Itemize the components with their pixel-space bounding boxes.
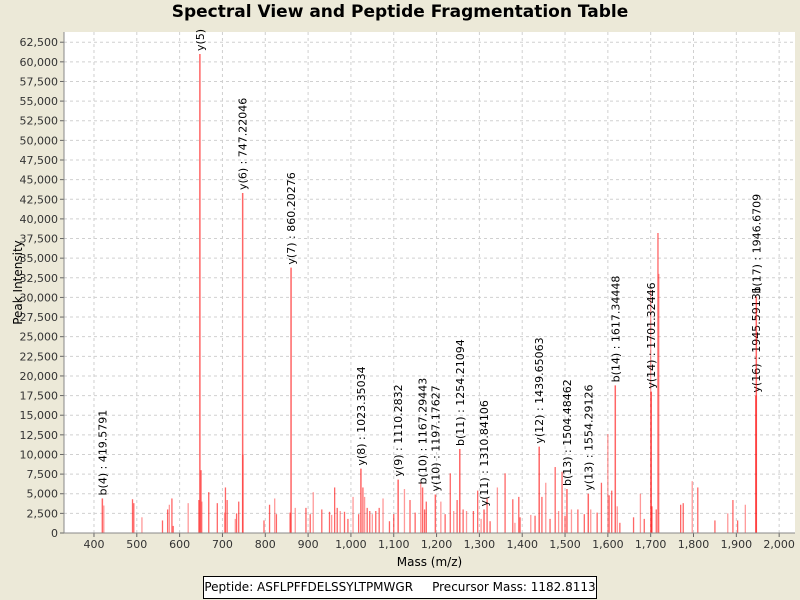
y-tick-label: 42,500 bbox=[20, 193, 59, 206]
y-tick-label: 5,000 bbox=[27, 488, 59, 501]
x-tick-label: 1,400 bbox=[506, 538, 538, 551]
peak-annotation: y(14) : 1701.32446 bbox=[645, 282, 658, 388]
peak-annotation: b(14) : 1617.34448 bbox=[609, 276, 622, 383]
peak-annotation: y(6) : 747.22046 bbox=[237, 98, 250, 190]
precursor-mass-label: Precursor Mass: 1182.8113 bbox=[432, 580, 596, 594]
y-tick-label: 12,500 bbox=[20, 429, 59, 442]
y-tick-label: 27,500 bbox=[20, 311, 59, 324]
peak-annotation: y(12) : 1439.65063 bbox=[533, 337, 546, 443]
y-tick-label: 2,500 bbox=[27, 507, 59, 520]
y-tick-label: 32,500 bbox=[20, 272, 59, 285]
x-tick-label: 500 bbox=[126, 538, 147, 551]
y-tick-label: 40,000 bbox=[20, 213, 59, 226]
y-tick-label: 37,500 bbox=[20, 233, 59, 246]
x-axis-label: Mass (m/z) bbox=[397, 555, 462, 569]
peak-annotation: b(11) : 1254.21094 bbox=[454, 339, 467, 446]
chart-title: Spectral View and Peptide Fragmentation … bbox=[171, 2, 629, 22]
peak-annotation: y(9) : 1110.2832 bbox=[392, 384, 405, 476]
y-tick-label: 17,500 bbox=[20, 390, 59, 403]
x-tick-label: 400 bbox=[83, 538, 104, 551]
y-axis-label: Peak Intensity bbox=[11, 240, 25, 325]
y-tick-label: 57,500 bbox=[20, 75, 59, 88]
x-tick-label: 1,900 bbox=[721, 538, 753, 551]
y-tick-label: 55,000 bbox=[20, 95, 59, 108]
x-tick-label: 2,000 bbox=[763, 538, 795, 551]
peak-annotation: y(13) : 1554.29126 bbox=[582, 384, 595, 490]
y-tick-label: 25,000 bbox=[20, 331, 59, 344]
x-tick-label: 1,700 bbox=[635, 538, 667, 551]
x-tick-label: 1,000 bbox=[335, 538, 367, 551]
x-tick-label: 700 bbox=[212, 538, 233, 551]
peak-annotation: y(7) : 860.20276 bbox=[285, 172, 298, 264]
y-tick-label: 50,000 bbox=[20, 134, 59, 147]
peak-annotation: y(5) bbox=[194, 29, 207, 51]
y-tick-label: 22,500 bbox=[20, 350, 59, 363]
y-tick-label: 62,500 bbox=[20, 36, 59, 49]
y-tick-label: 35,000 bbox=[20, 252, 59, 265]
x-tick-label: 1,800 bbox=[678, 538, 710, 551]
plot-area bbox=[64, 32, 795, 533]
y-tick-label: 20,000 bbox=[20, 370, 59, 383]
x-tick-label: 1,100 bbox=[378, 538, 410, 551]
y-tick-label: 30,000 bbox=[20, 291, 59, 304]
peak-annotation: y(10) : 1197.17627 bbox=[429, 385, 442, 491]
y-tick-label: 47,500 bbox=[20, 154, 59, 167]
y-tick-label: 52,500 bbox=[20, 115, 59, 128]
x-tick-label: 1,300 bbox=[464, 538, 496, 551]
peptide-label: Peptide: ASFLPFFDELSSYLTPMWGR bbox=[204, 580, 414, 594]
peak-annotation: b(17) : 1946.6709 bbox=[750, 194, 763, 294]
y-tick-label: 0 bbox=[51, 527, 58, 540]
peak-annotation: b(13) : 1504.48462 bbox=[561, 379, 574, 486]
x-tick-label: 1,500 bbox=[549, 538, 581, 551]
y-tick-label: 45,000 bbox=[20, 174, 59, 187]
x-tick-label: 1,200 bbox=[421, 538, 453, 551]
x-tick-label: 900 bbox=[298, 538, 319, 551]
x-tick-label: 1,600 bbox=[592, 538, 624, 551]
peak-annotation: y(11) : 1310.84106 bbox=[478, 400, 491, 506]
peak-annotation: y(8) : 1023.35034 bbox=[355, 366, 368, 465]
y-tick-label: 15,000 bbox=[20, 409, 59, 422]
peak-annotation: b(10) : 1167.29443 bbox=[417, 378, 430, 485]
x-tick-label: 800 bbox=[255, 538, 276, 551]
y-tick-label: 10,000 bbox=[20, 448, 59, 461]
y-tick-label: 7,500 bbox=[27, 468, 59, 481]
y-tick-label: 60,000 bbox=[20, 56, 59, 69]
peptide-legend: Peptide: ASFLPFFDELSSYLTPMWGR Precursor … bbox=[203, 576, 597, 599]
peak-annotation: b(4) : 419.5791 bbox=[96, 410, 109, 496]
x-tick-label: 600 bbox=[169, 538, 190, 551]
